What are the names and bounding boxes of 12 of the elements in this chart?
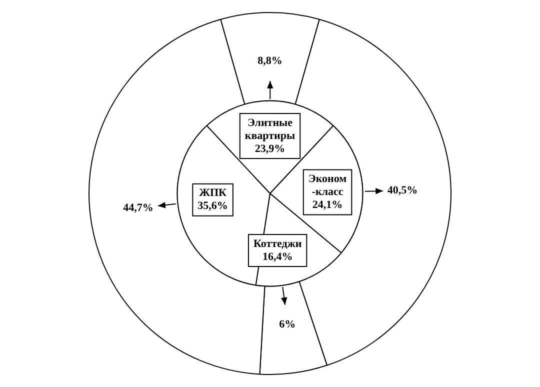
data-label: 40,5% xyxy=(387,184,418,196)
slice-label: Эконом-класс xyxy=(308,173,348,198)
data-label: 6% xyxy=(279,318,296,331)
slice-label: Элитные квартиры xyxy=(244,116,296,142)
data-label: 44,7% xyxy=(123,202,154,214)
data-label: 8,8% xyxy=(258,54,282,67)
data-label: 24,1% xyxy=(312,199,343,212)
slice-label: Коттеджи xyxy=(253,238,302,250)
data-label: 23,9% xyxy=(254,142,286,155)
data-label: 35,6% xyxy=(198,200,228,212)
data-label: 16,4% xyxy=(262,250,293,263)
slice-label: ЖПК xyxy=(199,187,227,200)
